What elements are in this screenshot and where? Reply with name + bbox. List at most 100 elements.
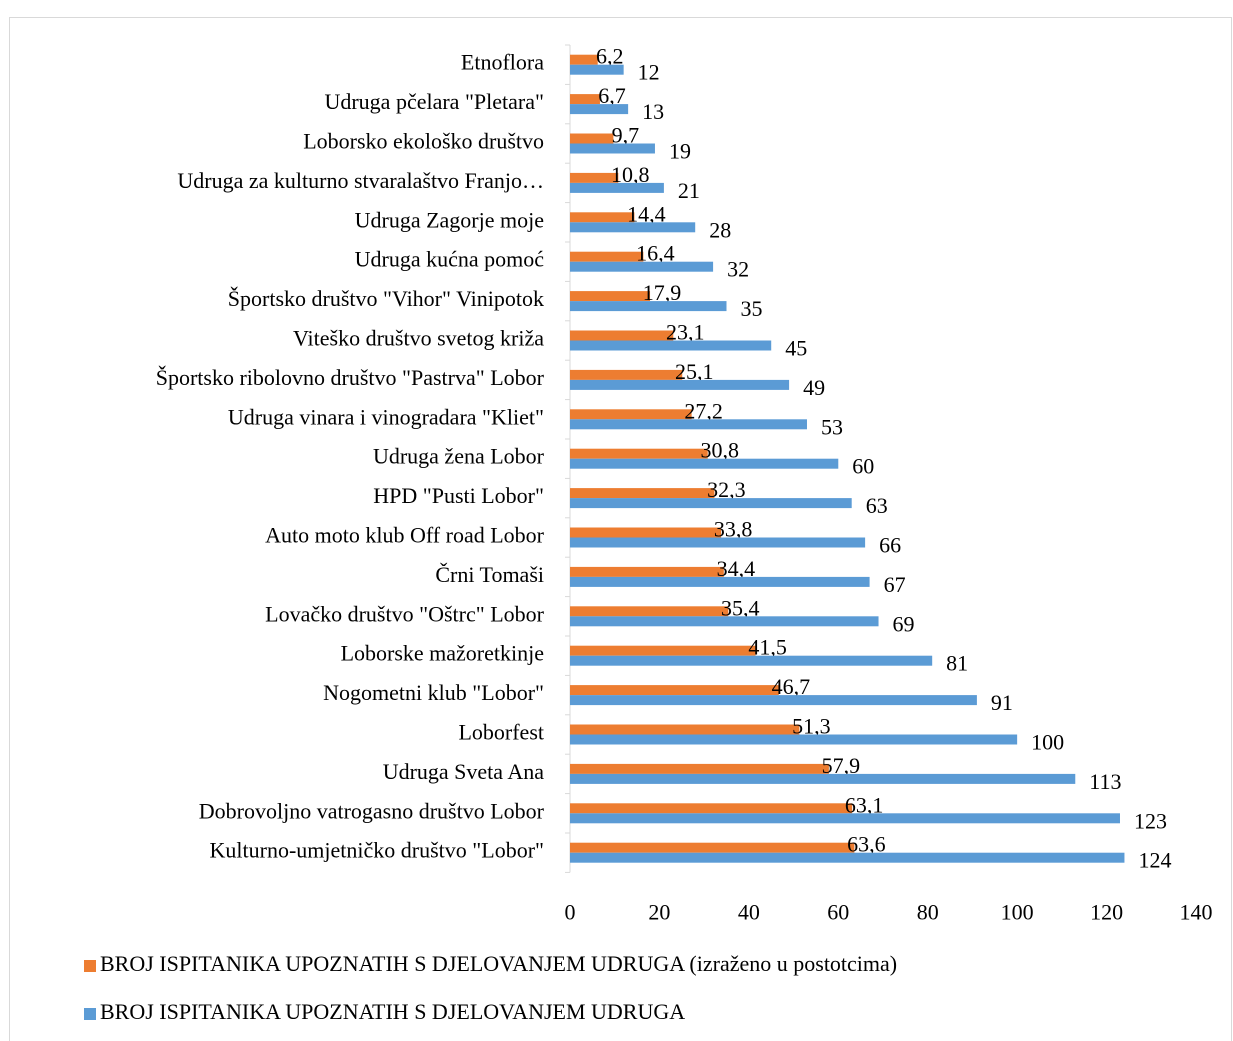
bar: [570, 301, 727, 312]
data-label: 23,1: [666, 320, 705, 345]
bar: [570, 537, 866, 548]
bar: [570, 64, 624, 75]
bar: [570, 212, 635, 223]
data-label: 6,7: [598, 83, 626, 108]
data-label: 27,2: [684, 398, 723, 423]
bar: [570, 576, 870, 587]
bar: [570, 340, 772, 351]
data-label: 57,9: [822, 753, 861, 778]
data-label: 16,4: [636, 241, 675, 266]
data-label: 9,7: [612, 123, 640, 148]
data-label: 100: [1031, 730, 1064, 755]
bar: [570, 773, 1076, 784]
data-label: 17,9: [643, 280, 682, 305]
bar: [570, 655, 933, 666]
bar: [570, 645, 756, 656]
bar: [570, 182, 664, 193]
bar: [570, 566, 724, 577]
y-tick-label: Športsko ribolovno društvo "Pastrva" Lob…: [156, 365, 545, 390]
bar: [570, 616, 879, 627]
bar: [570, 251, 644, 262]
legend-label: BROJ ISPITANIKA UPOZNATIH S DJELOVANJEM …: [100, 951, 897, 976]
y-tick-label: Lovačko društvo "Oštrc" Lobor: [265, 601, 545, 626]
data-label: 34,4: [717, 556, 756, 581]
data-label: 30,8: [700, 438, 739, 463]
data-label: 123: [1134, 808, 1167, 833]
bar: [570, 695, 977, 706]
data-label: 63,6: [847, 832, 886, 857]
bar: [570, 104, 629, 115]
bar: [570, 222, 696, 233]
y-tick-label: Udruga Zagorje moje: [355, 207, 544, 232]
bar: [570, 488, 715, 499]
y-tick-label: Dobrovoljno vatrogasno društvo Lobor: [199, 798, 545, 823]
legend-swatch: [84, 960, 96, 972]
bar: [570, 409, 692, 420]
data-label: 6,2: [596, 44, 624, 69]
bar: [570, 143, 655, 154]
data-label: 53: [821, 414, 843, 439]
data-label: 21: [678, 178, 700, 203]
bar: [570, 813, 1120, 824]
bar: [570, 685, 779, 696]
data-label: 14,4: [627, 201, 666, 226]
bar: [570, 379, 790, 390]
data-label: 32: [727, 257, 749, 282]
bar: [570, 94, 600, 105]
data-label: 63: [866, 493, 888, 518]
data-label: 49: [803, 375, 825, 400]
data-label: 35: [741, 296, 763, 321]
y-tick-label: Udruga za kulturno stvaralaštvo Franjo…: [177, 168, 544, 193]
y-tick-label: Udruga žena Lobor: [373, 444, 545, 469]
y-tick-label: HPD "Pusti Lobor": [373, 483, 544, 508]
bar: [570, 330, 674, 341]
legend-swatch: [84, 1008, 96, 1020]
data-label: 35,4: [721, 595, 760, 620]
data-label: 67: [884, 572, 906, 597]
y-tick-label: Loborfest: [458, 720, 544, 745]
bar: [570, 852, 1125, 863]
x-tick-label: 140: [1180, 899, 1213, 924]
x-tick-label: 100: [1001, 899, 1034, 924]
data-label: 13: [642, 99, 664, 124]
bar: [570, 261, 714, 272]
data-label: 66: [879, 533, 901, 558]
bar: [570, 724, 800, 735]
bar: [570, 369, 683, 380]
data-label: 113: [1089, 769, 1121, 794]
x-tick-label: 60: [827, 899, 849, 924]
y-tick-label: Športsko društvo "Vihor" Vinipotok: [228, 286, 544, 311]
bar: [570, 842, 855, 853]
data-label: 19: [669, 139, 691, 164]
y-tick-label: Črni Tomaši: [435, 562, 544, 587]
data-label: 28: [709, 217, 731, 242]
y-tick-label: Loborsko ekološko društvo: [303, 129, 544, 154]
bar: [570, 498, 852, 509]
x-tick-label: 80: [917, 899, 939, 924]
data-label: 12: [638, 60, 660, 85]
legend-label: BROJ ISPITANIKA UPOZNATIH S DJELOVANJEM …: [100, 999, 685, 1024]
data-label: 10,8: [611, 162, 650, 187]
bar: [570, 419, 807, 430]
data-label: 60: [852, 454, 874, 479]
bar: [570, 458, 839, 469]
bar: [570, 133, 614, 144]
data-label: 91: [991, 690, 1013, 715]
bar: [570, 448, 708, 459]
bar: [570, 606, 729, 617]
data-label: 124: [1138, 848, 1171, 873]
bar: [570, 527, 722, 538]
bar: [570, 54, 598, 65]
y-tick-label: Nogometni klub "Lobor": [323, 680, 544, 705]
y-tick-label: Loborske mažoretkinje: [341, 641, 544, 666]
y-tick-label: Udruga kućna pomoć: [355, 247, 545, 272]
y-tick-label: Kulturno-umjetničko društvo "Lobor": [210, 838, 544, 863]
y-tick-label: Udruga pčelara "Pletara": [324, 89, 544, 114]
x-tick-label: 40: [738, 899, 760, 924]
x-tick-label: 0: [565, 899, 576, 924]
data-label: 63,1: [845, 792, 884, 817]
x-tick-label: 120: [1090, 899, 1123, 924]
y-tick-label: Udruga vinara i vinogradara "Kliet": [228, 404, 544, 429]
